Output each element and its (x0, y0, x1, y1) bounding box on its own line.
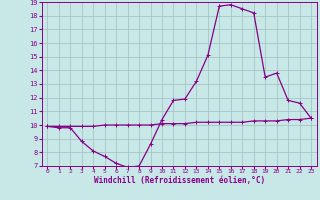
X-axis label: Windchill (Refroidissement éolien,°C): Windchill (Refroidissement éolien,°C) (94, 176, 265, 185)
